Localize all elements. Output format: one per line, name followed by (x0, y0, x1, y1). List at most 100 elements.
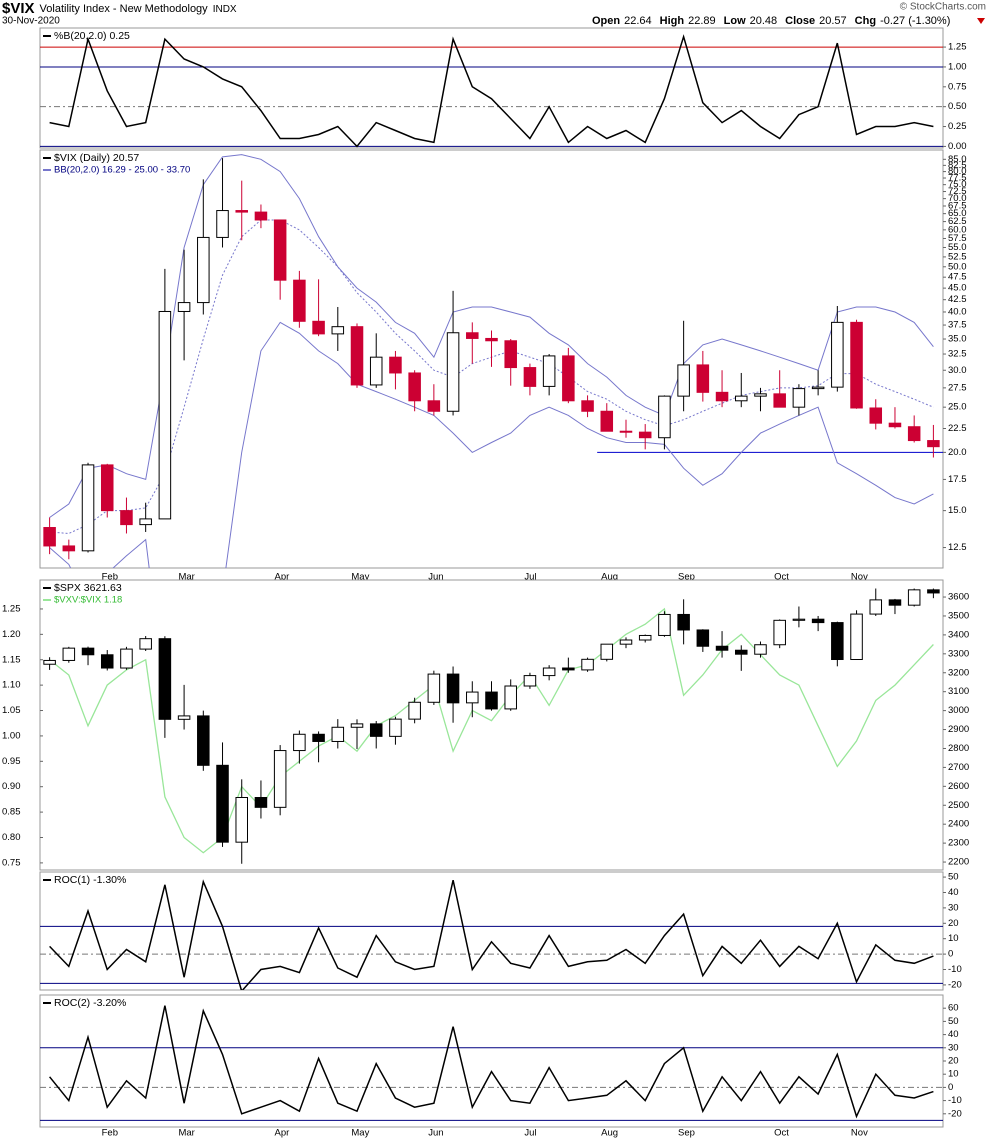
y-tick-label: -10 (948, 1095, 962, 1106)
candle-body (581, 658, 594, 671)
candle-body (216, 210, 229, 238)
y-tick-label: 3100 (948, 686, 969, 697)
candle-body (696, 364, 710, 393)
y2-tick-label: 0.95 (2, 756, 21, 767)
panel-title: $VIX (Daily) 20.57 (54, 152, 139, 164)
candle-body (754, 644, 767, 655)
candle-body (466, 691, 479, 704)
y-tick-label: -20 (948, 1108, 962, 1119)
y-tick-label: 22.5 (948, 423, 967, 434)
candle-body (850, 321, 863, 409)
candle-body (139, 638, 152, 650)
candle-body (485, 337, 498, 342)
y-tick-label: 55.0 (948, 242, 967, 253)
candle-body (773, 393, 786, 408)
y-tick-label: 0.75 (948, 81, 967, 92)
candle-body (658, 395, 671, 439)
y2-tick-label: 1.10 (2, 680, 21, 691)
y2-tick-label: 0.85 (2, 807, 21, 818)
y-tick-label: 70.0 (948, 193, 967, 204)
candle-body (427, 673, 441, 703)
candle-body (619, 639, 633, 645)
y-tick-label: 0 (948, 1082, 953, 1093)
candle-body (62, 647, 76, 661)
y2-tick-label: 1.15 (2, 654, 21, 665)
candle-body (177, 302, 191, 312)
candle-body (235, 210, 248, 213)
y-tick-label: 10 (948, 933, 959, 944)
panel-frame (39, 871, 944, 991)
candle-body (408, 701, 421, 720)
y-tick-label: 50.0 (948, 261, 967, 272)
candle-body (446, 332, 460, 412)
candle-body (350, 723, 364, 728)
candle-body (389, 718, 402, 737)
candle-body (638, 431, 652, 439)
plot-area (40, 34, 943, 148)
candle-body (293, 279, 306, 322)
candle-body (43, 527, 56, 547)
candle-body (811, 386, 825, 390)
y-tick-label: 30 (948, 1042, 959, 1053)
panel-title: ROC(2) -3.20% (54, 997, 126, 1009)
y-tick-label: 42.5 (948, 294, 967, 305)
y-tick-label: 40.0 (948, 306, 967, 317)
y-tick-label: 2700 (948, 762, 969, 773)
candle-body (907, 589, 921, 606)
y-tick-label: -20 (948, 979, 962, 990)
candle-body (927, 589, 940, 594)
candle-body (677, 613, 690, 631)
candle-body (658, 613, 671, 636)
candle-body (696, 629, 710, 647)
x-tick-label: Aug (601, 1128, 618, 1138)
y-tick-label: 1.00 (948, 61, 967, 72)
y-tick-label: 35.0 (948, 334, 967, 345)
plot-area (40, 879, 943, 990)
y-tick-label: 77.5 (948, 173, 967, 184)
exchange: INDX (213, 4, 237, 15)
y-tick-label: 2400 (948, 819, 969, 830)
panel-frame (39, 579, 944, 871)
candle-body (715, 645, 729, 651)
candle-body (427, 400, 441, 412)
quote-label: Open (592, 15, 620, 27)
panel-title: %B(20,2.0) 0.25 (54, 30, 130, 42)
candle-body (273, 219, 287, 281)
y-tick-label: 3500 (948, 610, 969, 621)
y-tick-label: 0.50 (948, 101, 967, 112)
y2-tick-label: 1.05 (2, 705, 21, 716)
panel-frame (39, 27, 944, 149)
candle-body (869, 407, 883, 424)
y-tick-label: 82.5 (948, 160, 967, 171)
candle-body (792, 388, 806, 408)
y-tick-label: 62.5 (948, 216, 967, 227)
x-tick-label: Oct (774, 1128, 789, 1138)
y-tick-label: 72.5 (948, 186, 967, 197)
candle-body (350, 326, 364, 386)
y-tick-label: 67.5 (948, 201, 967, 212)
candle-body (485, 691, 498, 710)
y-tick-label: 2600 (948, 781, 969, 792)
y-tick-label: 2900 (948, 724, 969, 735)
candle-body (638, 634, 652, 641)
candle-body (446, 673, 460, 704)
candle-body (754, 393, 767, 397)
y-tick-label: 57.5 (948, 233, 967, 244)
candle-body (735, 395, 748, 402)
y-tick-label: 50 (948, 1016, 959, 1027)
candle-body (216, 764, 229, 843)
x-tick-label: Apr (275, 1128, 290, 1138)
candle-body (273, 750, 287, 808)
candle-body (831, 622, 844, 661)
y-tick-label: 2300 (948, 838, 969, 849)
candle-body (389, 356, 402, 374)
y-tick-label: 60.0 (948, 224, 967, 235)
quote-label: Low (724, 15, 746, 27)
candle-body (62, 545, 76, 552)
candle-body (81, 647, 95, 656)
candle-body (158, 638, 172, 720)
index-name: Volatility Index - New Methodology (40, 3, 209, 15)
x-tick-label: Jul (524, 572, 536, 583)
candle-body (542, 355, 556, 387)
